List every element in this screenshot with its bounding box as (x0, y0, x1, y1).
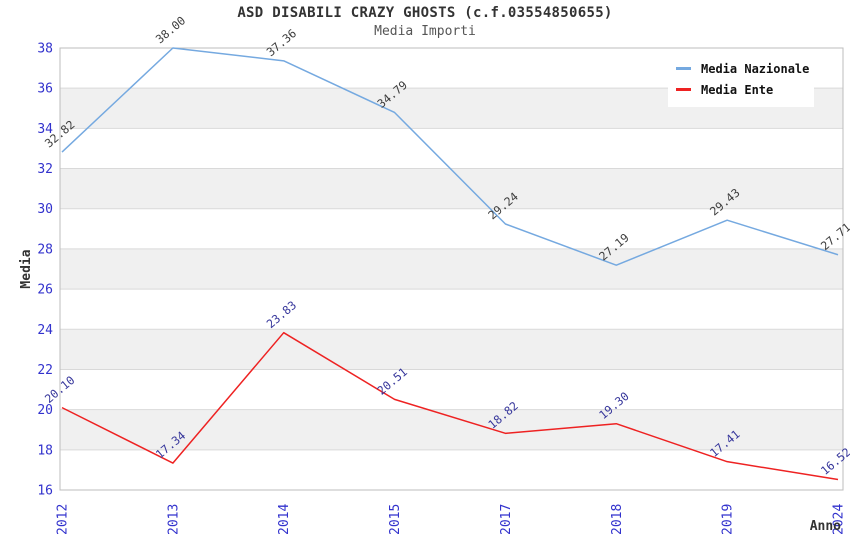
x-tick-label: 2012 (56, 504, 71, 535)
plot-band (60, 248, 843, 290)
chart-subtitle: Media Importi (374, 24, 476, 39)
y-tick-label: 18 (37, 443, 53, 458)
y-tick-label: 34 (37, 122, 53, 137)
x-tick-label: 2017 (499, 504, 514, 535)
x-axis-title: Anno (810, 519, 841, 534)
series-line-media-nazionale (61, 47, 839, 266)
y-tick-label: 30 (37, 202, 53, 217)
x-tick-label: 2019 (721, 504, 736, 535)
data-label-media-nazionale: 37.36 (264, 26, 300, 59)
y-tick-label: 16 (37, 484, 53, 499)
plot-band (60, 168, 843, 209)
legend-item-media-nazionale: Media Nazionale (676, 58, 814, 79)
legend-label: Media Nazionale (701, 61, 810, 76)
data-label-media-nazionale: 27.71 (818, 220, 850, 253)
x-tick-label: 2018 (610, 504, 625, 535)
y-tick-label: 28 (37, 242, 53, 257)
chart-title: ASD DISABILI CRAZY GHOSTS (c.f.035548506… (237, 5, 613, 21)
series-line-media-ente (61, 331, 839, 481)
y-tick-label: 36 (37, 82, 53, 97)
legend: Media Nazionale Media Ente (668, 51, 814, 107)
x-tick-label: 2015 (388, 504, 403, 535)
y-tick-label: 38 (37, 42, 53, 57)
legend-item-media-ente: Media Ente (676, 79, 814, 100)
legend-swatch-icon (676, 88, 691, 91)
y-tick-label: 32 (37, 162, 53, 177)
y-tick-label: 22 (37, 363, 53, 378)
x-tick-label: 2024 (832, 504, 847, 535)
plot-band (60, 329, 843, 370)
y-tick-label: 24 (37, 323, 53, 338)
y-axis-title: Media (19, 249, 34, 288)
data-label-media-nazionale: 38.00 (153, 13, 189, 46)
y-tick-label: 26 (37, 283, 53, 298)
legend-label: Media Ente (701, 82, 774, 97)
y-tick-label: 20 (37, 403, 53, 418)
plot-border (59, 47, 844, 491)
x-tick-label: 2013 (166, 504, 181, 535)
x-tick-label: 2014 (277, 504, 292, 535)
legend-swatch-icon (676, 67, 691, 70)
data-label-media-ente: 23.83 (264, 298, 300, 331)
